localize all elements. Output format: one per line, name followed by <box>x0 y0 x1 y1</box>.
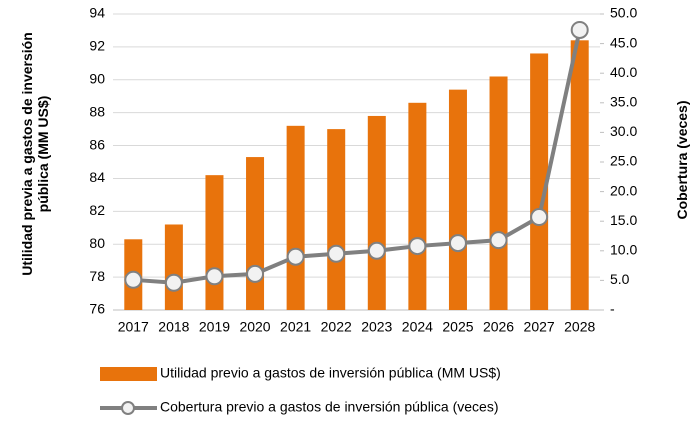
bar <box>489 76 508 310</box>
x-tick-label: 2019 <box>199 319 230 335</box>
y-tick-label: 84 <box>89 169 105 185</box>
y2-tick-label: 10.0 <box>610 242 637 258</box>
line-marker <box>124 270 143 289</box>
y-tick-label: 82 <box>89 202 105 218</box>
bar <box>367 115 386 310</box>
y2-tick-label: 50.0 <box>610 5 637 21</box>
bar <box>408 102 427 310</box>
x-tick-label: 2020 <box>239 319 270 335</box>
line-marker <box>570 20 589 39</box>
x-tick-label: 2028 <box>564 319 595 335</box>
legend-label: Cobertura previo a gastos de inversión p… <box>160 399 499 415</box>
bar <box>530 53 549 310</box>
line-marker <box>164 273 183 292</box>
x-tick-label: 2021 <box>280 319 311 335</box>
bar <box>286 125 305 310</box>
y-tick-label: 78 <box>89 268 105 284</box>
y2-tick-label: 5.0 <box>610 271 630 287</box>
y-tick-label: 76 <box>89 301 105 317</box>
bar <box>205 175 224 310</box>
y2-tick-label: 20.0 <box>610 182 637 198</box>
line-marker <box>367 241 386 260</box>
y-tick-label: 90 <box>89 70 105 86</box>
bar <box>448 89 467 311</box>
y2-tick-label: 35.0 <box>610 94 637 110</box>
x-tick-label: 2026 <box>483 319 514 335</box>
y2-tick-label: 45.0 <box>610 34 637 50</box>
legend-swatch <box>121 401 135 415</box>
line-marker <box>205 267 224 286</box>
bar <box>246 157 265 310</box>
y-axis-title: Utilidad previa a gastos de inversión pú… <box>19 32 51 276</box>
y-tick-label: 86 <box>89 136 105 152</box>
bar <box>570 40 589 311</box>
line-marker <box>246 264 265 283</box>
y2-tick-label: 15.0 <box>610 212 637 228</box>
x-tick-label: 2025 <box>442 319 473 335</box>
bar <box>164 224 183 310</box>
y-tick-label: 92 <box>89 38 105 54</box>
y-tick-label: 80 <box>89 235 105 251</box>
legend-label: Utilidad previo a gastos de inversión pú… <box>160 365 501 381</box>
line-marker <box>489 231 508 250</box>
y2-tick-label: 40.0 <box>610 64 637 80</box>
x-tick-label: 2027 <box>524 319 555 335</box>
line-marker <box>408 237 427 256</box>
x-tick-label: 2017 <box>118 319 149 335</box>
line-marker <box>327 244 346 263</box>
y2-tick-label: 25.0 <box>610 153 637 169</box>
legend-swatch <box>100 367 157 381</box>
x-tick-label: 2018 <box>158 319 189 335</box>
line-marker <box>286 247 305 266</box>
bar <box>327 129 346 310</box>
x-tick-label: 2024 <box>402 319 433 335</box>
line <box>133 29 582 285</box>
y-tick-label: 94 <box>89 5 105 21</box>
line-marker <box>448 234 467 253</box>
y-tick-label: 88 <box>89 103 105 119</box>
y2-axis-title: Cobertura (veces) <box>674 100 690 220</box>
y2-tick-label: - <box>610 301 615 317</box>
y2-tick-label: 30.0 <box>610 123 637 139</box>
line-marker <box>530 208 549 227</box>
x-tick-label: 2023 <box>361 319 392 335</box>
x-tick-label: 2022 <box>321 319 352 335</box>
